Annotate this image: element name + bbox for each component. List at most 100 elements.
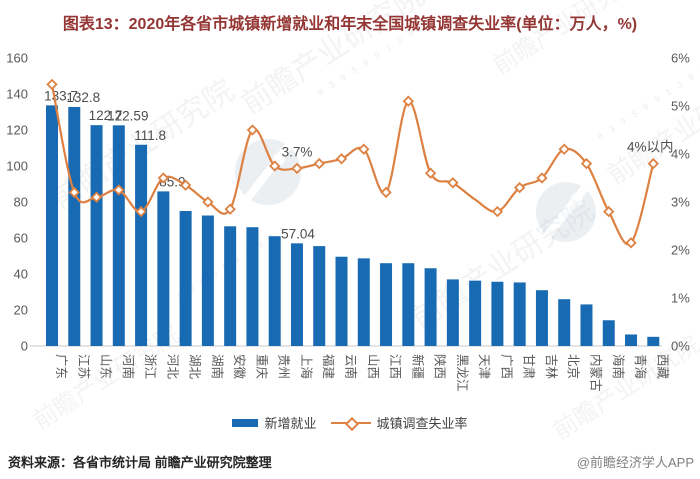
marker-安徽 — [224, 203, 236, 215]
bar-浙江 — [135, 144, 148, 346]
x-label-江西: 江西 — [388, 354, 402, 379]
bar-云南 — [335, 256, 348, 346]
right-axis-tick: 2% — [671, 243, 690, 258]
x-label-新疆: 新疆 — [410, 354, 425, 379]
x-label-广东: 广东 — [54, 354, 68, 379]
marker-陕西 — [424, 167, 437, 179]
x-label-重庆: 重庆 — [254, 354, 269, 380]
bar-天津 — [469, 280, 482, 346]
legend-bar-swatch-icon — [232, 418, 259, 427]
watermark-logo-icon — [235, 139, 301, 205]
bar-湖南 — [201, 215, 214, 346]
marker-新疆 — [402, 95, 414, 107]
left-axis-tick: 60 — [14, 231, 28, 246]
bar-吉林 — [535, 290, 548, 346]
legend: 新增就业 城镇调查失业率 — [0, 413, 700, 432]
x-label-浙江: 浙江 — [143, 354, 158, 379]
marker-西藏 — [647, 157, 659, 170]
marker-湖南 — [202, 196, 214, 208]
bar-山东 — [90, 125, 103, 346]
right-axis-tick: 6% — [671, 51, 690, 66]
axis-labels: 0 20 40 60 80 100 120 140 160 0% 1% 2% 3% 4% 5% 6% — [6, 51, 690, 354]
bar-广西 — [491, 281, 504, 346]
x-label-广西: 广西 — [499, 354, 513, 379]
bar-陕西 — [424, 268, 437, 346]
marker-内蒙古 — [580, 157, 593, 170]
bar-上海 — [290, 243, 303, 346]
x-label-江苏: 江苏 — [76, 354, 91, 379]
left-axis-tick: 0 — [21, 339, 28, 354]
legend-line-label: 城镇调查失业率 — [376, 416, 468, 431]
bar-重庆 — [246, 227, 259, 346]
x-label-河南: 河南 — [121, 354, 136, 379]
marker-海南 — [603, 205, 615, 218]
x-label-湖南: 湖南 — [210, 354, 225, 379]
marker-广西 — [491, 205, 504, 218]
left-axis-tick: 40 — [14, 267, 28, 282]
marker-青海 — [625, 237, 637, 249]
marker-甘肃 — [513, 181, 526, 194]
x-label-上海: 上海 — [299, 354, 314, 380]
bar-value-label: 132.8 — [66, 90, 100, 105]
chart-plot: 0204060801001201401600%1%2%3%4%5%6%133.7… — [6, 51, 690, 392]
x-label-河北: 河北 — [165, 354, 179, 380]
x-axis-labels: 广东 江苏 山东 河南 浙江 河北 湖北 湖南 安徽 重庆 贵州 上海 福建 云南 山西 江西 新疆 陕西 黑龙江天… — [54, 354, 669, 392]
bar-value-label: 122.7 — [89, 108, 123, 123]
x-label-云南: 云南 — [344, 354, 359, 379]
bar-value-label: 57.04 — [281, 226, 315, 241]
x-label-贵州: 贵州 — [277, 354, 291, 379]
line-series — [50, 84, 655, 246]
x-label-青海: 青海 — [633, 354, 648, 380]
watermark-logo-icon — [536, 182, 596, 242]
bar-北京 — [558, 299, 571, 346]
bar-安徽 — [224, 226, 237, 346]
left-axis-tick: 160 — [6, 51, 28, 66]
right-axis-tick: 5% — [671, 99, 690, 114]
marker-山西 — [358, 143, 370, 155]
marker-山东 — [90, 191, 103, 203]
marker-浙江 — [135, 205, 147, 218]
line-markers — [46, 78, 659, 249]
annotation-上海: 3.7% — [282, 144, 313, 159]
x-label-甘肃: 甘肃 — [522, 354, 536, 379]
marker-福建 — [313, 157, 325, 170]
bar-内蒙古 — [580, 304, 593, 346]
marker-江西 — [380, 186, 392, 199]
legend-item-line: 城镇调查失业率 — [330, 413, 468, 432]
bar-福建 — [313, 246, 326, 346]
x-label-海南: 海南 — [611, 354, 626, 379]
bar-黑龙江 — [446, 279, 459, 346]
left-axis-tick: 80 — [14, 195, 28, 210]
bar-海南 — [602, 320, 615, 346]
bar-value-label: 111.8 — [134, 128, 166, 143]
bar-甘肃 — [513, 282, 526, 346]
x-label-内蒙古: 内蒙古 — [588, 354, 603, 392]
marker-上海 — [291, 162, 303, 175]
bar-江西 — [380, 263, 393, 346]
x-label-吉林: 吉林 — [544, 354, 558, 380]
marker-黑龙江 — [447, 177, 459, 189]
marker-云南 — [335, 153, 348, 165]
legend-line-swatch-icon — [330, 416, 371, 431]
x-label-西藏: 西藏 — [655, 354, 669, 380]
right-axis-tick: 4% — [671, 147, 690, 162]
x-label-山东: 山东 — [99, 354, 113, 379]
bar-广东 — [46, 105, 58, 346]
bar-河南 — [112, 125, 125, 346]
chart-title: 图表13：2020年各省市城镇新增就业和年末全国城镇调查失业率(单位：万人，%) — [62, 16, 638, 33]
bar-value-label: 122.59 — [107, 108, 148, 123]
bar-新疆 — [402, 263, 415, 346]
x-label-山西: 山西 — [366, 354, 380, 379]
annotation-西藏: 4%以内 — [627, 140, 674, 155]
x-label-安徽: 安徽 — [232, 354, 247, 380]
bar-series — [46, 105, 660, 347]
legend-item-bar: 新增就业 — [232, 413, 317, 432]
marker-广东 — [46, 78, 58, 91]
right-axis-tick: 0% — [671, 339, 690, 354]
left-axis-tick: 20 — [14, 303, 28, 318]
marker-贵州 — [269, 160, 281, 172]
marker-河南 — [113, 184, 125, 196]
left-axis-tick: 120 — [6, 123, 28, 138]
legend-bar-label: 新增就业 — [264, 416, 317, 431]
marker-重庆 — [246, 124, 259, 136]
